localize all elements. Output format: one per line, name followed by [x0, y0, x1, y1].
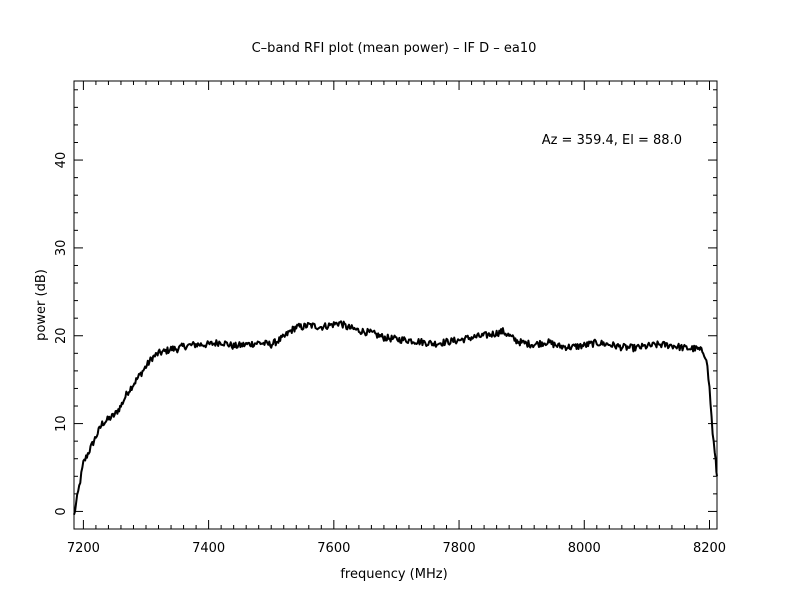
- x-axis-label: frequency (MHz): [340, 567, 447, 582]
- chart-title: C–band RFI plot (mean power) – IF D – ea…: [252, 41, 537, 56]
- y-tick-label: 0: [54, 507, 69, 515]
- y-tick-labels: 0 10 20 30 40: [54, 152, 69, 516]
- series-line-power: [73, 320, 718, 516]
- axis-ticks: [74, 81, 717, 529]
- y-tick-label: 10: [54, 415, 69, 432]
- x-tick-label: 7600: [317, 541, 350, 556]
- x-tick-labels: 7200 7400 7600 7800 8000 8200: [67, 541, 726, 556]
- x-tick-label: 8200: [693, 541, 726, 556]
- y-tick-label: 40: [54, 152, 69, 169]
- x-tick-label: 7800: [443, 541, 476, 556]
- x-tick-label: 7200: [67, 541, 100, 556]
- plot-frame: [73, 80, 718, 530]
- x-tick-label: 7400: [192, 541, 225, 556]
- y-tick-label: 30: [54, 240, 69, 257]
- azimuth-elevation-annotation: Az = 359.4, El = 88.0: [542, 133, 682, 148]
- y-axis-label: power (dB): [34, 269, 49, 341]
- y-tick-label: 20: [54, 327, 69, 344]
- x-tick-label: 8000: [568, 541, 601, 556]
